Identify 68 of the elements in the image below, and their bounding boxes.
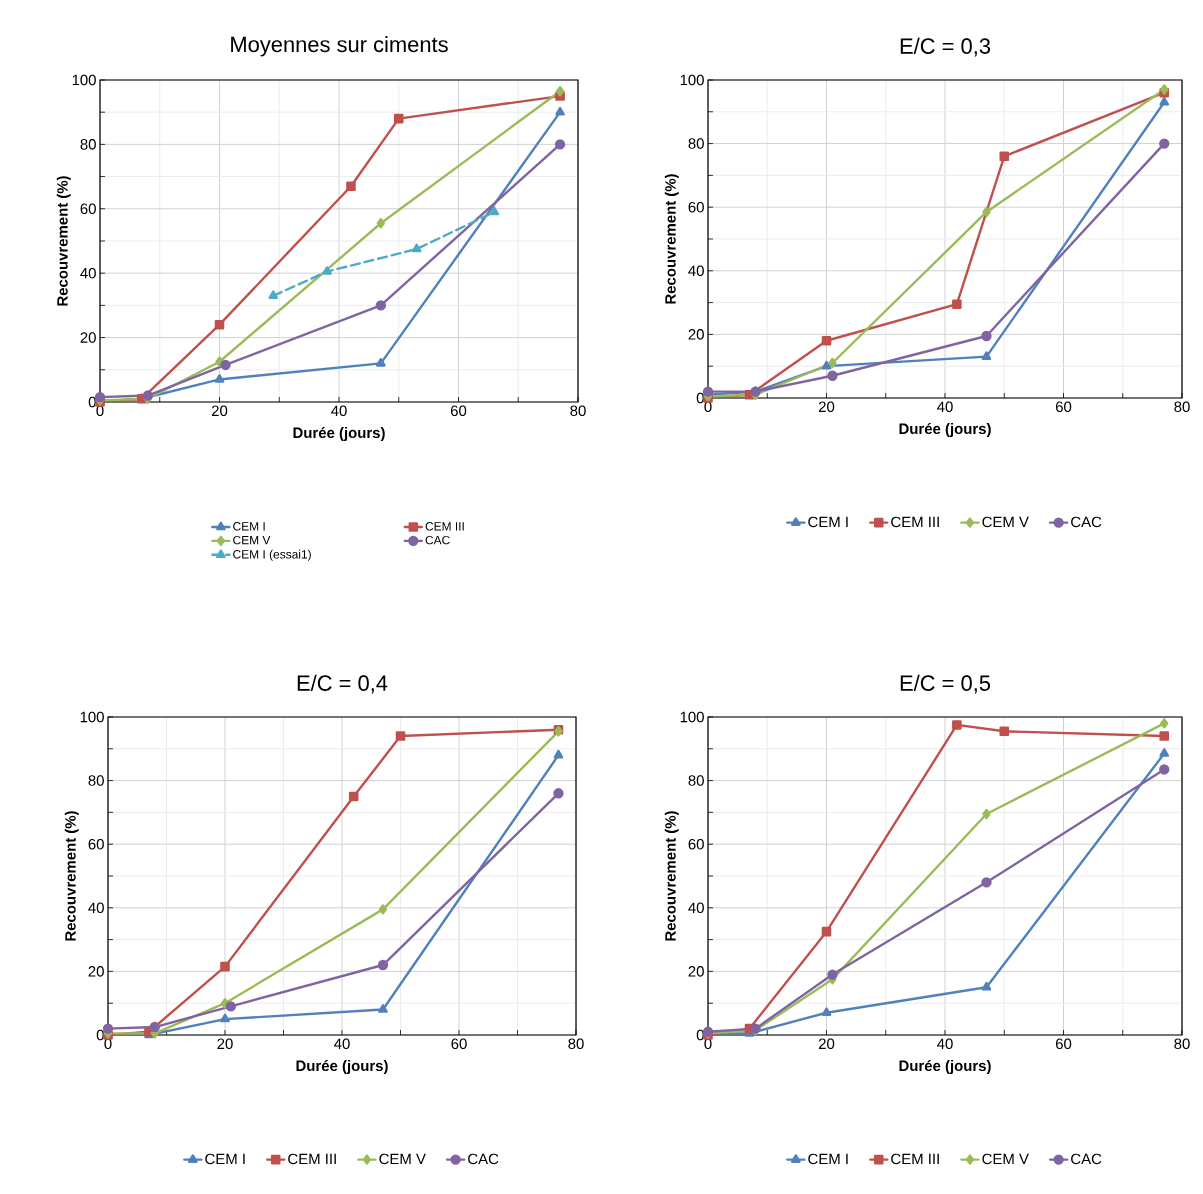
y-axis-title: Recouvrement (%) (664, 174, 679, 304)
y-tick-label: 100 (680, 711, 704, 723)
x-tick-label: 60 (451, 1038, 467, 1050)
x-axis-title: Durée (jours) (293, 426, 385, 441)
x-tick-label: 40 (334, 1038, 350, 1050)
legend-label: CEM V (233, 535, 271, 545)
y-axis-title: Recouvrement (%) (664, 811, 679, 941)
legend-label: CEM I (808, 516, 848, 528)
legend-label: CAC (468, 1153, 499, 1165)
y-tick-label: 60 (688, 201, 704, 213)
y-tick-label: 60 (688, 838, 704, 850)
y-axis-title: Recouvrement (%) (56, 176, 71, 306)
y-tick-label: 60 (80, 203, 96, 215)
chart-title: E/C = 0,4 (297, 674, 388, 694)
x-tick-label: 60 (1055, 1038, 1072, 1050)
x-tick-label: 40 (937, 401, 953, 413)
x-tick-label: 20 (818, 1038, 835, 1050)
chart-title: Moyennes sur ciments (231, 36, 448, 57)
x-tick-label: 80 (1174, 401, 1190, 413)
legend-label: CEM I (205, 1153, 245, 1165)
legend-label: CAC (425, 535, 450, 545)
y-tick-label: 40 (688, 265, 704, 277)
y-tick-label: 100 (72, 74, 96, 86)
y-tick-label: 100 (680, 74, 704, 86)
legend-label: CEM I (essai1) (233, 549, 311, 561)
x-tick-label: 40 (331, 405, 347, 417)
chart-title: E/C = 0,3 (900, 37, 991, 57)
legend-label: CEM III (288, 1153, 336, 1165)
y-tick-label: 20 (88, 966, 104, 977)
y-tick-label: 40 (88, 902, 104, 914)
y-tick-label: 0 (96, 1029, 104, 1041)
x-tick-label: 60 (450, 405, 467, 417)
y-tick-label: 60 (88, 838, 104, 850)
x-axis-title: Durée (jours) (899, 1059, 991, 1074)
y-tick-label: 80 (688, 775, 704, 786)
legend-label: CEM V (982, 516, 1029, 528)
legend-label: CEM III (891, 516, 939, 528)
y-tick-label: 20 (80, 332, 96, 343)
y-tick-label: 0 (696, 1029, 704, 1041)
chart-title: E/C = 0,5 (900, 674, 991, 694)
legend-label: CAC (1071, 1153, 1102, 1165)
legend-label: CEM V (982, 1153, 1029, 1165)
x-tick-label: 80 (1174, 1038, 1190, 1050)
x-tick-label: 60 (1055, 401, 1072, 413)
y-tick-label: 80 (88, 775, 104, 786)
legend-label: CEM I (233, 522, 265, 531)
x-tick-label: 20 (818, 401, 835, 413)
y-tick-label: 80 (80, 139, 96, 150)
legend-label: CAC (1071, 516, 1102, 528)
y-tick-label: 0 (696, 392, 704, 404)
x-axis-title: Durée (jours) (899, 422, 991, 437)
legend-label: CEM I (808, 1153, 848, 1165)
x-tick-label: 20 (211, 405, 228, 417)
y-tick-label: 40 (80, 267, 96, 279)
y-tick-label: 40 (688, 902, 704, 914)
y-tick-label: 20 (688, 329, 704, 340)
x-tick-label: 40 (937, 1038, 953, 1050)
x-tick-label: 80 (570, 405, 586, 417)
x-axis-title: Durée (jours) (296, 1059, 388, 1074)
y-axis-title: Recouvrement (%) (64, 811, 79, 941)
y-tick-label: 80 (688, 138, 704, 149)
y-tick-label: 100 (80, 711, 104, 723)
legend-label: CEM III (425, 522, 464, 531)
legend-label: CEM V (379, 1153, 426, 1165)
x-tick-label: 20 (217, 1038, 233, 1050)
legend-label: CEM III (891, 1153, 939, 1165)
y-tick-label: 20 (688, 966, 704, 977)
x-tick-label: 80 (568, 1038, 584, 1050)
